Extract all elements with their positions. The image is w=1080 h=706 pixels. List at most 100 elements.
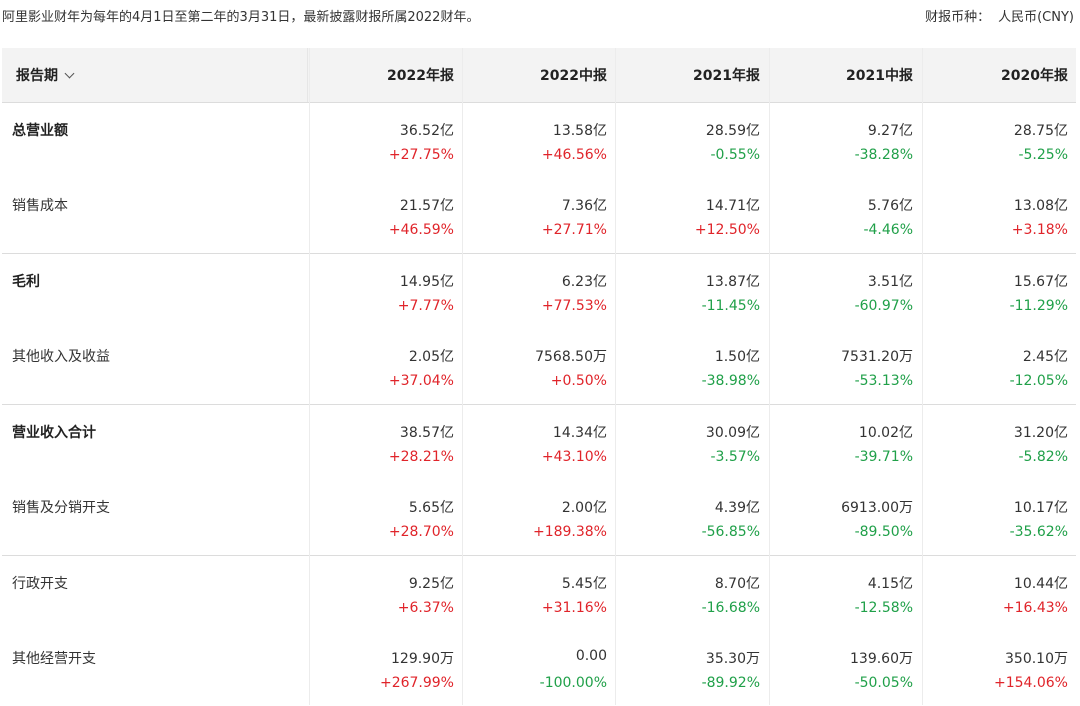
data-cell: 2.00亿 +189.38% [457, 480, 607, 555]
data-cell: 6.23亿 +77.53% [457, 254, 607, 329]
data-cell: 7531.20万 -53.13% [763, 329, 913, 404]
currency-label: 财报币种： [925, 10, 991, 25]
column-divider [309, 48, 310, 705]
cell-value: 2.00亿 [561, 500, 607, 516]
data-cell: 8.70亿 -16.68% [610, 556, 760, 631]
cell-change: +43.10% [541, 449, 607, 465]
cell-value: 21.57亿 [399, 198, 454, 214]
cell-value: 2.05亿 [408, 349, 454, 365]
table-header: 报告期 2022年报 2022中报 2021年报 2021中报 2020年报 [2, 48, 1076, 102]
data-cell: 7568.50万 +0.50% [457, 329, 607, 404]
column-header: 2021中报 [846, 68, 913, 84]
cell-value: 31.20亿 [1013, 425, 1068, 441]
cell-value: 5.65亿 [408, 500, 454, 516]
column-header: 2020年报 [1001, 68, 1068, 84]
cell-change: +7.77% [397, 298, 454, 314]
table-row: 营业收入合计 38.57亿 +28.21% 14.34亿 +43.10% 30.09亿 -3… [2, 405, 1076, 480]
data-cell: 139.60万 -50.05% [763, 631, 913, 706]
cell-value: 28.59亿 [705, 123, 760, 139]
data-cell: 4.15亿 -12.58% [763, 556, 913, 631]
cell-change: -12.05% [1009, 373, 1068, 389]
cell-change: +46.59% [388, 222, 454, 238]
row-label: 总营业额 [12, 123, 68, 139]
table-row: 行政开支 9.25亿 +6.37% 5.45亿 +31.16% 8.70亿 -16.68% 4… [2, 556, 1076, 631]
cell-change: +27.71% [541, 222, 607, 238]
cell-change: -38.98% [701, 373, 760, 389]
data-cell: 14.34亿 +43.10% [457, 405, 607, 480]
column-header: 2022年报 [387, 68, 454, 84]
cell-value: 13.58亿 [552, 123, 607, 139]
cell-change: -53.13% [854, 373, 913, 389]
data-cell: 10.02亿 -39.71% [763, 405, 913, 480]
cell-change: -38.28% [854, 147, 913, 163]
cell-value: 10.44亿 [1013, 576, 1068, 592]
table-row: 销售成本 21.57亿 +46.59% 7.36亿 +27.71% 14.71亿 +12.5… [2, 178, 1076, 253]
data-cell: 13.58亿 +46.56% [457, 103, 607, 178]
cell-change: +267.99% [379, 675, 454, 691]
data-cell: 28.75亿 -5.25% [918, 103, 1068, 178]
row-group: 营业收入合计 38.57亿 +28.21% 14.34亿 +43.10% 30.09亿 -3… [2, 404, 1076, 555]
cell-change: -100.00% [539, 675, 607, 691]
data-cell: 36.52亿 +27.75% [304, 103, 454, 178]
cell-value: 5.45亿 [561, 576, 607, 592]
cell-value: 1.50亿 [714, 349, 760, 365]
data-cell: 10.17亿 -35.62% [918, 480, 1068, 555]
column-header: 2022中报 [540, 68, 607, 84]
cell-change: +16.43% [1002, 600, 1068, 616]
cell-change: -5.82% [1018, 449, 1068, 465]
data-cell: 0.00 -100.00% [457, 631, 607, 706]
top-bar: 阿里影业财年为每年的4月1日至第二年的3月31日，最新披露财报所属2022财年。… [0, 0, 1080, 34]
cell-value: 6913.00万 [841, 500, 913, 516]
cell-change: +28.70% [388, 524, 454, 540]
cell-value: 350.10万 [1005, 651, 1068, 667]
cell-change: -16.68% [701, 600, 760, 616]
cell-value: 4.15亿 [867, 576, 913, 592]
cell-value: 139.60万 [850, 651, 913, 667]
cell-value: 13.87亿 [705, 274, 760, 290]
table-row: 总营业额 36.52亿 +27.75% 13.58亿 +46.56% 28.59亿 -0.5… [2, 103, 1076, 178]
cell-value: 3.51亿 [867, 274, 913, 290]
data-cell: 31.20亿 -5.82% [918, 405, 1068, 480]
cell-change: -89.92% [701, 675, 760, 691]
row-group: 毛利 14.95亿 +7.77% 6.23亿 +77.53% 13.87亿 -11.45% 3… [2, 253, 1076, 404]
cell-value: 10.17亿 [1013, 500, 1068, 516]
cell-value: 14.34亿 [552, 425, 607, 441]
cell-change: -4.46% [863, 222, 913, 238]
cell-change: +12.50% [694, 222, 760, 238]
data-cell: 3.51亿 -60.97% [763, 254, 913, 329]
cell-value: 7568.50万 [535, 349, 607, 365]
data-cell: 2.45亿 -12.05% [918, 329, 1068, 404]
cell-change: -50.05% [854, 675, 913, 691]
cell-value: 28.75亿 [1013, 123, 1068, 139]
data-cell: 28.59亿 -0.55% [610, 103, 760, 178]
cell-change: -89.50% [854, 524, 913, 540]
cell-change: -56.85% [701, 524, 760, 540]
data-cell: 30.09亿 -3.57% [610, 405, 760, 480]
cell-change: -3.57% [710, 449, 760, 465]
cell-value: 5.76亿 [867, 198, 913, 214]
data-cell: 4.39亿 -56.85% [610, 480, 760, 555]
period-selector[interactable]: 报告期 [2, 48, 308, 102]
cell-value: 7.36亿 [561, 198, 607, 214]
row-label: 销售及分销开支 [12, 500, 110, 516]
data-cell: 35.30万 -89.92% [610, 631, 760, 706]
data-cell: 1.50亿 -38.98% [610, 329, 760, 404]
column-divider [462, 48, 463, 705]
data-cell: 10.44亿 +16.43% [918, 556, 1068, 631]
cell-value: 36.52亿 [399, 123, 454, 139]
data-cell: 13.08亿 +3.18% [918, 178, 1068, 253]
data-cell: 129.90万 +267.99% [304, 631, 454, 706]
data-cell: 13.87亿 -11.45% [610, 254, 760, 329]
cell-change: +3.18% [1011, 222, 1068, 238]
data-cell: 2.05亿 +37.04% [304, 329, 454, 404]
cell-value: 129.90万 [391, 651, 454, 667]
cell-value: 8.70亿 [714, 576, 760, 592]
cell-change: +154.06% [993, 675, 1068, 691]
cell-change: +0.50% [550, 373, 607, 389]
data-cell: 350.10万 +154.06% [918, 631, 1068, 706]
fiscal-year-note: 阿里影业财年为每年的4月1日至第二年的3月31日，最新披露财报所属2022财年。 [2, 10, 480, 25]
row-label: 销售成本 [12, 198, 68, 214]
cell-change: -60.97% [854, 298, 913, 314]
column-divider [769, 48, 770, 705]
cell-change: +189.38% [532, 524, 607, 540]
